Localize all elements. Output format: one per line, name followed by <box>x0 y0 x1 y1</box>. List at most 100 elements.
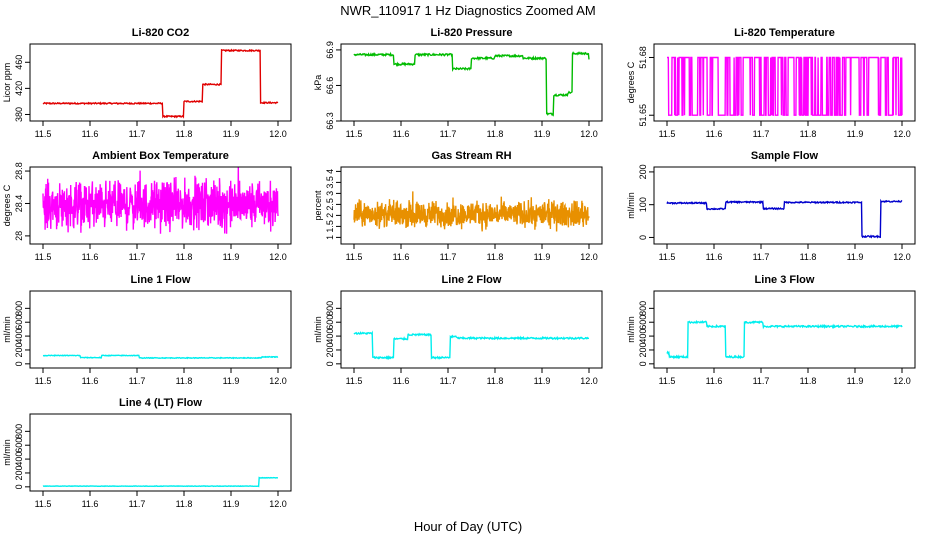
x-tick-label: 11.5 <box>35 499 52 509</box>
panel-frame <box>29 166 292 245</box>
y-tick-label: 28.4 <box>14 195 24 213</box>
x-axis-label: Hour of Day (UTC) <box>414 519 522 534</box>
panel-title: Li-820 Pressure <box>431 27 513 39</box>
y-tick-label: 200 <box>638 342 648 357</box>
y-tick-label: 460 <box>14 55 24 70</box>
x-tick-label: 11.9 <box>223 252 240 262</box>
x-tick-label: 11.5 <box>659 129 676 139</box>
x-tick-label: 11.8 <box>800 252 817 262</box>
series-line <box>667 56 903 116</box>
x-tick-label: 11.8 <box>487 252 504 262</box>
y-tick-label: 1 <box>325 235 335 240</box>
x-tick-label: 12.0 <box>269 252 287 262</box>
y-tick-label: 380 <box>14 107 24 122</box>
y-axis-label: ml/min <box>626 316 636 343</box>
x-tick-label: 11.8 <box>487 376 504 386</box>
figure-title: NWR_110917 1 Hz Diagnostics Zoomed AM <box>340 3 596 18</box>
y-axis-label: degrees C <box>2 184 12 226</box>
x-tick-label: 11.9 <box>223 499 240 509</box>
x-tick-label: 11.9 <box>223 129 240 139</box>
y-tick-label: 4 <box>325 169 335 174</box>
x-tick-label: 11.8 <box>176 252 193 262</box>
panel-frame <box>653 290 916 369</box>
series-line <box>42 476 278 488</box>
y-tick-label: 51.68 <box>638 46 648 69</box>
x-tick-label: 12.0 <box>580 129 598 139</box>
x-tick-label: 11.6 <box>393 376 410 386</box>
x-tick-label: 11.6 <box>82 252 99 262</box>
series-line <box>666 319 903 360</box>
x-tick-label: 11.6 <box>393 252 410 262</box>
x-tick-label: 11.5 <box>35 252 52 262</box>
x-tick-label: 11.5 <box>346 129 363 139</box>
x-tick-label: 11.5 <box>659 376 676 386</box>
panel-title: Gas Stream RH <box>431 150 511 162</box>
panel-6: Sample Flow 11.5 11.6 11.7 11.8 11.9 12.0 0 100 2… <box>626 150 916 262</box>
x-tick-label: 12.0 <box>893 129 911 139</box>
x-tick-label: 12.0 <box>269 376 287 386</box>
x-tick-label: 11.7 <box>440 129 457 139</box>
x-tick-label: 11.9 <box>534 376 551 386</box>
x-tick-label: 11.8 <box>176 499 193 509</box>
series-line <box>353 191 590 232</box>
y-axis-label: degrees C <box>626 61 636 103</box>
y-axis-label: percent <box>313 190 323 221</box>
x-tick-label: 11.7 <box>129 252 146 262</box>
y-tick-label: 2.5 <box>325 198 335 211</box>
series-line <box>353 51 590 117</box>
y-tick-label: 800 <box>14 301 24 316</box>
panel-title: Li-820 CO2 <box>132 27 189 39</box>
panel-frame <box>29 43 292 122</box>
series-line <box>353 330 590 361</box>
y-axis-label: Licor ppm <box>2 63 12 103</box>
x-tick-label: 12.0 <box>580 252 598 262</box>
x-tick-label: 11.9 <box>534 252 551 262</box>
y-tick-label: 800 <box>14 424 24 439</box>
panel-title: Ambient Box Temperature <box>92 150 229 162</box>
x-tick-label: 11.6 <box>82 129 99 139</box>
y-tick-label: 51.65 <box>638 104 648 127</box>
x-tick-label: 11.9 <box>847 252 864 262</box>
x-tick-label: 11.5 <box>346 252 363 262</box>
panel-8: Line 2 Flow 11.5 11.6 11.7 11.8 11.9 12.0 0 2004… <box>313 274 603 386</box>
y-tick-label: 66.3 <box>325 112 335 130</box>
x-tick-label: 11.6 <box>706 252 723 262</box>
x-tick-label: 11.6 <box>706 376 723 386</box>
x-tick-label: 11.8 <box>800 129 817 139</box>
y-axis-label: ml/min <box>313 316 323 343</box>
x-tick-label: 12.0 <box>893 376 911 386</box>
panel-frame <box>29 413 292 492</box>
y-tick-label: 1.5 <box>325 220 335 233</box>
y-tick-label: 100 <box>638 197 648 212</box>
x-tick-label: 11.8 <box>176 376 193 386</box>
x-tick-label: 11.5 <box>659 252 676 262</box>
y-tick-label: 600 <box>14 438 24 453</box>
series-line <box>42 48 279 119</box>
y-tick-label: 400 <box>14 452 24 467</box>
x-tick-label: 12.0 <box>269 129 287 139</box>
y-tick-label: 600 <box>14 315 24 330</box>
x-tick-label: 11.5 <box>346 376 363 386</box>
x-tick-label: 11.7 <box>129 376 146 386</box>
x-tick-label: 11.7 <box>129 129 146 139</box>
y-tick-label: 28.8 <box>14 162 24 180</box>
x-tick-label: 11.8 <box>800 376 817 386</box>
y-axis-label: ml/min <box>2 439 12 466</box>
x-tick-label: 11.6 <box>706 129 723 139</box>
panel-title: Line 1 Flow <box>131 274 191 286</box>
panel-frame <box>653 43 916 122</box>
panel-title: Line 4 (LT) Flow <box>119 397 202 409</box>
panel-frame <box>340 166 603 245</box>
panel-2: Li-820 Pressure 11.5 11.6 11.7 11.8 11.9 12.0 6… <box>313 27 603 139</box>
panel-frame <box>29 290 292 369</box>
x-tick-label: 11.9 <box>847 129 864 139</box>
panel-frame <box>340 43 603 122</box>
y-tick-label: 800 <box>638 301 648 316</box>
y-tick-label: 66.6 <box>325 77 335 95</box>
x-tick-label: 12.0 <box>269 499 287 509</box>
panel-frame <box>340 290 603 369</box>
y-tick-label: 28 <box>14 231 24 241</box>
y-tick-label: 800 <box>325 301 335 316</box>
panel-title: Line 2 Flow <box>442 274 502 286</box>
